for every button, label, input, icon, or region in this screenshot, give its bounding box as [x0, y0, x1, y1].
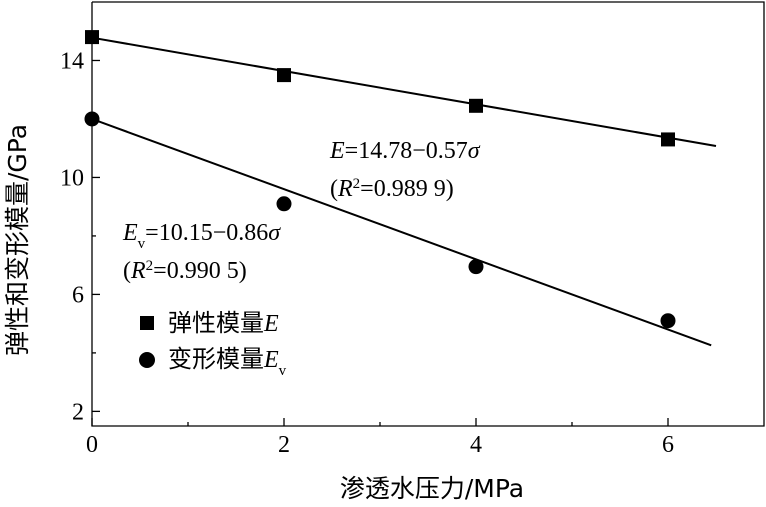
data-point-e: [469, 98, 483, 113]
y-tick-label: 14: [60, 48, 84, 74]
legend: 弹性模量E 变形模量Ev: [139, 309, 287, 379]
x-tick-label: 0: [86, 432, 98, 458]
equation-e: E=14.78−0.57σ: [329, 138, 481, 164]
data-point-e: [85, 30, 99, 45]
r-squared-ev: (R2=0.990 5): [123, 258, 247, 284]
x-axis-label: 渗透水压力/MPa: [340, 474, 524, 503]
data-point-ev: [468, 259, 484, 275]
y-tick-label: 2: [72, 399, 84, 425]
legend-circle-marker: [139, 352, 155, 368]
fit-line-e: [91, 36, 717, 147]
fit-lines: [91, 36, 717, 347]
data-points: [84, 30, 676, 329]
fit-line-ev: [91, 118, 712, 347]
legend-label-ev: 变形模量Ev: [168, 345, 287, 379]
data-point-ev: [276, 196, 292, 212]
equation-ev: Ev=10.15−0.86σ: [122, 220, 281, 252]
data-point-ev: [84, 111, 100, 127]
y-tick-label: 6: [72, 282, 84, 308]
x-tick-label: 6: [662, 432, 674, 458]
x-tick-label: 4: [470, 432, 482, 458]
data-point-e: [661, 132, 675, 147]
data-point-e: [277, 68, 291, 83]
y-tick-label: 10: [60, 165, 84, 191]
r-squared-e: (R2=0.989 9): [330, 176, 454, 202]
legend-label-e: 弹性模量E: [168, 309, 279, 337]
data-point-ev: [660, 313, 676, 329]
legend-square-marker: [140, 316, 154, 330]
y-axis-label: 弹性和变形模量/GPa: [3, 124, 32, 356]
plot-frame: [91, 1, 765, 427]
x-tick-label: 2: [278, 432, 290, 458]
